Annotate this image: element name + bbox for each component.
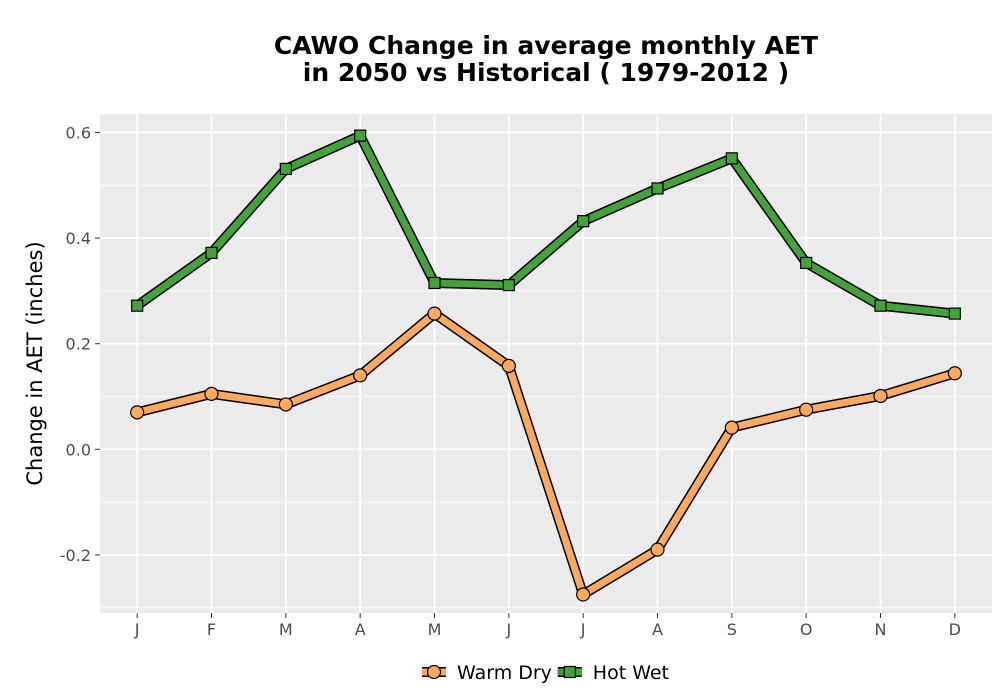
x-tick-label: A [355,620,366,639]
data-point [947,366,962,381]
data-point [799,402,814,417]
data-point [725,152,738,165]
legend-label: Hot Wet [593,662,669,684]
x-tick-label: N [875,620,887,639]
y-tick-label: 0.6 [66,123,91,142]
data-point [948,307,961,320]
x-tick-label: J [580,620,586,639]
x-tick-label: J [134,620,140,639]
x-tick-label: J [505,620,511,639]
x-tick-label: A [652,620,663,639]
data-point [501,358,516,373]
data-point [353,368,368,383]
x-tick-label: F [207,620,216,639]
x-tick-label: O [800,620,813,639]
data-point [800,256,813,270]
y-axis-label: Change in AET (inches) [23,241,47,485]
y-tick-label: 0.0 [66,440,91,459]
x-tick-label: D [949,620,961,639]
x-tick-label: M [428,620,442,639]
data-point [130,405,145,420]
data-point [577,215,590,228]
x-tick-label: S [727,620,737,639]
plot-panel [100,114,992,613]
y-tick-label: -0.2 [60,546,91,565]
y-tick-label: 0.4 [66,229,91,248]
legend-label: Warm Dry [457,662,552,684]
data-point [724,420,739,435]
data-point [278,397,293,412]
legend-key-marker [563,665,576,679]
data-point [279,162,292,176]
data-point [874,299,887,312]
data-point [502,278,515,292]
data-point [427,306,442,321]
data-point [205,246,218,259]
y-tick-label: 0.2 [66,335,91,354]
data-point [204,386,219,401]
legend-key-marker [426,664,442,680]
data-point [131,299,144,312]
chart-title-line-1: CAWO Change in average monthly AET [273,31,819,60]
data-point [650,542,665,557]
data-point [428,276,441,290]
x-tick-label: M [279,620,293,639]
series-line [136,310,956,599]
data-point [651,182,664,195]
chart-title-line-2: in 2050 vs Historical ( 1979-2012 ) [302,58,790,87]
series-line [135,132,956,318]
data-point [576,587,591,602]
data-point [354,129,367,142]
data-point [873,388,888,404]
